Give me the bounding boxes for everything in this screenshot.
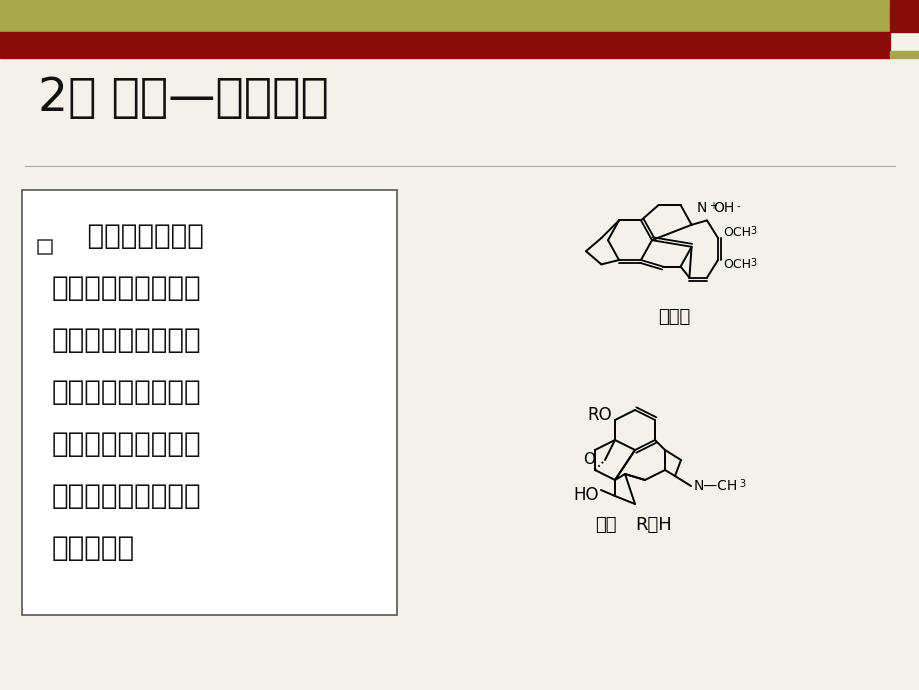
Text: 与无机酸结合成盐存: 与无机酸结合成盐存: [52, 274, 201, 302]
Text: OCH: OCH: [722, 259, 750, 271]
Text: 式存在等。: 式存在等。: [52, 534, 135, 562]
Text: 有少数生物碑是: 有少数生物碑是: [52, 222, 204, 250]
Text: 在，如小跼碑以盐酸: 在，如小跼碑以盐酸: [52, 326, 201, 354]
Text: 吁啊: 吁啊: [595, 516, 616, 534]
Bar: [22, 190, 397, 615]
Text: OCH: OCH: [722, 226, 750, 239]
Text: -: -: [736, 201, 739, 211]
Bar: [38, 240, 52, 254]
Text: 中的吁啊以硫酸盐形: 中的吁啊以硫酸盐形: [52, 482, 201, 510]
Text: OH: OH: [713, 201, 734, 215]
Text: HO: HO: [573, 486, 598, 504]
Bar: [0, 32, 889, 58]
Text: 小跼碑: 小跼碑: [657, 308, 689, 326]
Text: R＝H: R＝H: [634, 516, 671, 534]
Text: +: +: [708, 201, 716, 211]
Bar: [0, 0, 889, 32]
Text: 2、 成盐—与无机酸: 2、 成盐—与无机酸: [38, 76, 328, 121]
Text: N: N: [696, 201, 706, 215]
Text: 3: 3: [749, 226, 755, 236]
Text: N—CH: N—CH: [693, 479, 737, 493]
Text: 小跼科植物中；鸦片: 小跼科植物中；鸦片: [52, 430, 201, 458]
Text: RO: RO: [586, 406, 611, 424]
Text: 3: 3: [749, 258, 755, 268]
Bar: [889, 0, 919, 32]
Bar: [889, 51, 919, 58]
Text: 盐存在于黄连及多种: 盐存在于黄连及多种: [52, 378, 201, 406]
Text: O: O: [583, 453, 595, 468]
Text: 3: 3: [738, 479, 744, 489]
